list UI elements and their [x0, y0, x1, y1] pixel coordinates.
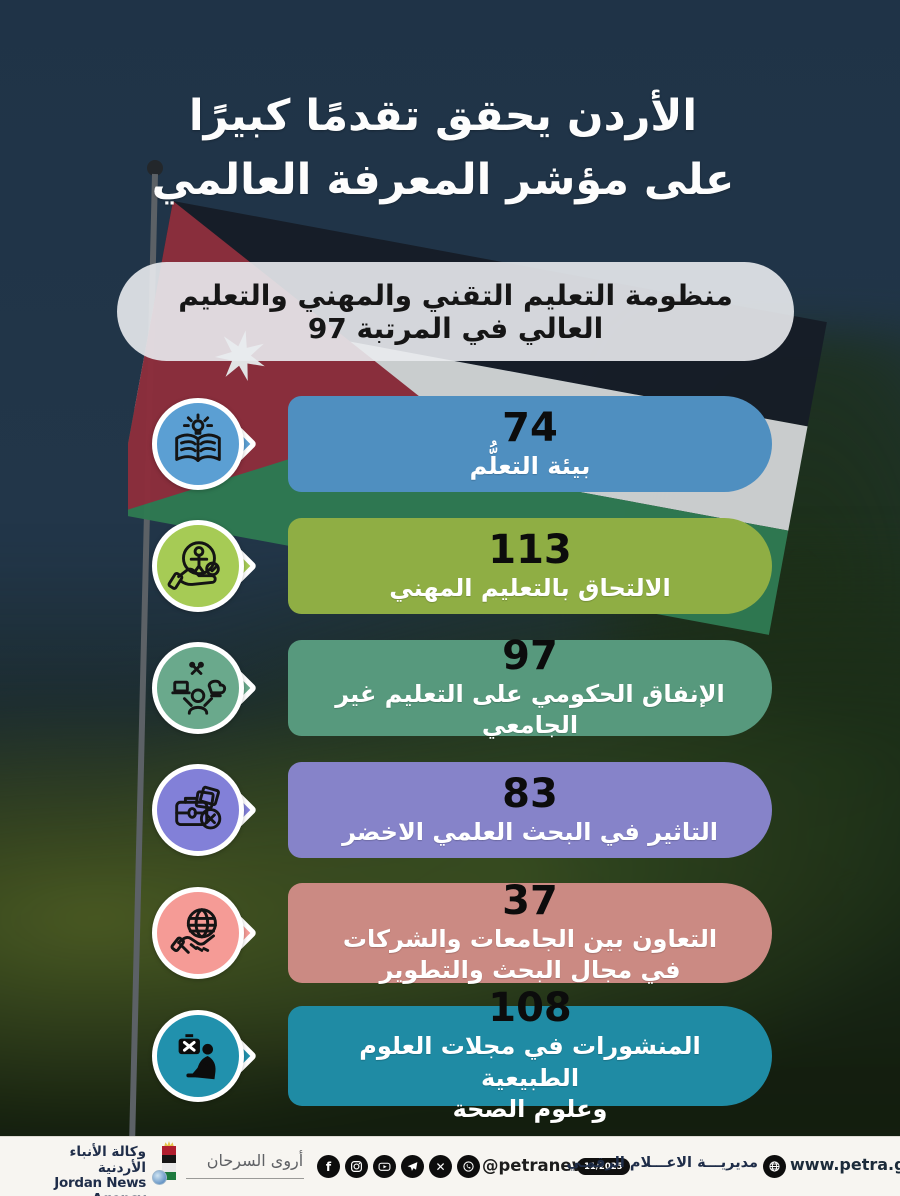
rank-value: 37 — [502, 877, 558, 924]
social-handle[interactable]: @petranews — [482, 1156, 597, 1175]
indicator-row-university-company-cooperation: 37 التعاون بين الجامعات والشركات في مجال… — [152, 879, 776, 984]
indicator-row-learning-environment: 74 بيئة التعلُّم — [152, 396, 776, 492]
rank-value: 74 — [502, 404, 558, 451]
title-line2: على مؤشر المعرفة العالمي — [151, 155, 735, 205]
website-globe-icon — [763, 1155, 786, 1178]
whatsapp-icon[interactable] — [457, 1155, 480, 1178]
title-line1: الأردن يحقق تقدمًا كبيرًا — [188, 91, 698, 141]
indicator-label: الالتحاق بالتعليم المهني — [389, 573, 671, 602]
indicator-label: المنشورات في مجلات العلوم الطبيعية — [359, 1031, 701, 1092]
social-icons: f ✕ — [317, 1155, 480, 1178]
indicator-label-2: في مجال البحث والتطوير — [379, 956, 681, 985]
agency-name-arabic: وكالة الأنباء الأردنية — [69, 1144, 147, 1176]
hand-holding-person-check-icon — [152, 520, 244, 612]
indicator-pill: 97 الإنفاق الحكومي على التعليم غير الجام… — [288, 634, 772, 739]
indicator-label: الإنفاق الحكومي على التعليم غير الجامعي — [335, 679, 725, 740]
indicator-pill: 83 التاثير في البحث العلمي الاخضر — [288, 762, 772, 858]
indicator-row-science-publications: 108 المنشورات في مجلات العلوم الطبيعية و… — [152, 986, 776, 1123]
globe-logo-icon — [152, 1170, 167, 1185]
open-book-lightbulb-icon — [152, 398, 244, 490]
page-title: الأردن يحقق تقدمًا كبيرًا على مؤشر المعر… — [0, 84, 886, 212]
indicator-pill: 37 التعاون بين الجامعات والشركات في مجال… — [288, 879, 772, 984]
x-icon[interactable]: ✕ — [429, 1155, 452, 1178]
indicator-row-green-research-impact: 83 التاثير في البحث العلمي الاخضر — [152, 762, 776, 858]
subtitle-pill: منظومة التعليم التقني والمهني والتعليم ا… — [117, 262, 794, 361]
instagram-icon[interactable] — [345, 1155, 368, 1178]
rank-value: 97 — [502, 632, 558, 679]
date-badge: 11/2025 — [577, 1158, 630, 1175]
author-name: أروى السرحان — [206, 1151, 304, 1170]
career-choices-icon — [152, 642, 244, 734]
indicator-label: التاثير في البحث العلمي الاخضر — [342, 817, 718, 846]
indicator-pill: 74 بيئة التعلُّم — [288, 396, 772, 492]
rank-value: 83 — [502, 770, 558, 817]
briefcase-documents-x-icon — [152, 764, 244, 856]
indicator-label: التعاون بين الجامعات والشركات — [342, 924, 718, 953]
rank-value: 108 — [488, 985, 572, 1032]
byline-rule — [186, 1178, 304, 1179]
jordan-flag-banner-icon — [162, 1146, 176, 1180]
unemployed-person-icon — [152, 1010, 244, 1102]
crown-icon — [164, 1141, 174, 1147]
website-url[interactable]: www.petra.gov.jo — [790, 1155, 900, 1174]
indicator-pill: 113 الالتحاق بالتعليم المهني — [288, 518, 772, 614]
indicator-row-vocational-enrollment: 113 الالتحاق بالتعليم المهني — [152, 518, 776, 614]
directorate-label: مديريـــة الاعـــلام الرقمـي — [566, 1155, 758, 1171]
rank-value: 113 — [488, 526, 572, 573]
indicator-label-2: وعلوم الصحة — [452, 1095, 608, 1124]
agency-name: وكالة الأنباء الأردنية Jordan News Agenc… — [36, 1144, 147, 1196]
youtube-icon[interactable] — [373, 1155, 396, 1178]
telegram-icon[interactable] — [401, 1155, 424, 1178]
globe-handshake-icon — [152, 887, 244, 979]
facebook-icon[interactable]: f — [317, 1155, 340, 1178]
footer-bar: وكالة الأنباء الأردنية Jordan News Agenc… — [0, 1136, 900, 1196]
indicator-label: بيئة التعلُّم — [469, 451, 591, 480]
indicator-pill: 108 المنشورات في مجلات العلوم الطبيعية و… — [288, 986, 772, 1123]
agency-name-english: Jordan News Agency — [54, 1175, 146, 1196]
indicator-row-government-spending: 97 الإنفاق الحكومي على التعليم غير الجام… — [152, 634, 776, 739]
petra-logo — [152, 1141, 184, 1186]
